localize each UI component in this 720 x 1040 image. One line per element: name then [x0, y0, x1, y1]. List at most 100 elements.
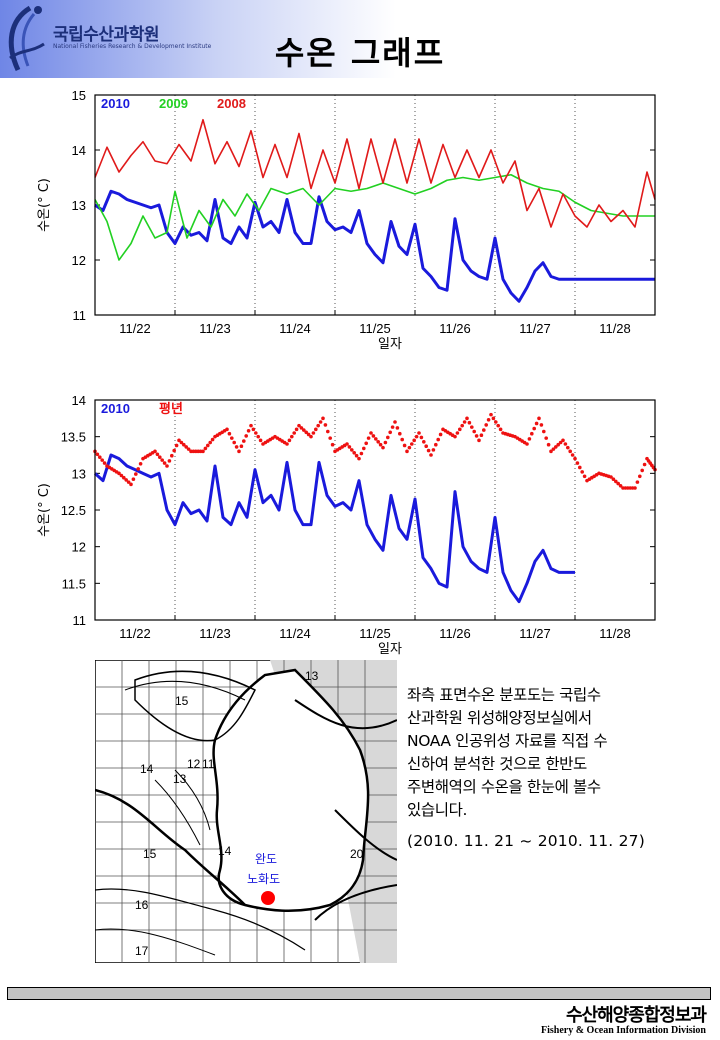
- data-point: [122, 475, 126, 480]
- data-point: [131, 477, 136, 481]
- data-point: [426, 448, 431, 453]
- description-line: 신하여 분석한 것으로 한반도: [407, 755, 587, 773]
- footer-bar: [7, 987, 711, 1000]
- contour-label: 17: [135, 944, 149, 958]
- series-line-2010: [93, 453, 575, 604]
- data-point: [407, 445, 412, 450]
- data-point: [184, 445, 188, 449]
- plot-frame: [94, 399, 656, 621]
- data-point: [455, 431, 460, 435]
- data-point: [297, 423, 301, 428]
- contour-label: 11: [202, 757, 215, 771]
- data-point: [400, 437, 405, 442]
- contour-label: 13: [305, 669, 319, 683]
- data-point: [328, 436, 333, 440]
- data-point: [95, 452, 100, 457]
- contour-label: 15: [143, 847, 157, 861]
- data-point: [376, 440, 381, 444]
- data-point: [414, 434, 419, 439]
- data-point: [294, 427, 299, 432]
- data-point: [129, 482, 133, 487]
- data-point: [429, 453, 433, 457]
- data-point: [436, 437, 441, 442]
- x-tick-label: 11/26: [439, 626, 471, 641]
- data-point: [244, 434, 248, 438]
- data-point: [642, 462, 647, 467]
- data-point: [578, 465, 582, 470]
- data-point: [182, 442, 186, 447]
- data-point: [383, 440, 388, 445]
- data-point: [640, 468, 644, 473]
- data-point: [256, 434, 261, 439]
- data-point: [330, 442, 335, 447]
- data-point: [474, 434, 479, 438]
- location-label-nohwado: 노화도: [247, 872, 280, 886]
- contour-label: 20: [350, 847, 364, 861]
- data-point: [174, 443, 179, 448]
- x-tick-label: 11/24: [279, 626, 311, 641]
- data-point: [292, 431, 297, 435]
- footer-division-english: Fishery & Ocean Information Division: [541, 1025, 706, 1036]
- data-point: [393, 420, 397, 424]
- data-point: [417, 431, 421, 435]
- data-point: [410, 442, 414, 446]
- description-line: 산과학원 위성해양정보실에서: [407, 709, 592, 727]
- plot-frame: [94, 94, 656, 316]
- data-point: [381, 445, 385, 450]
- data-point: [472, 429, 477, 434]
- institute-logo: [8, 5, 45, 72]
- y-tick-label: 11: [73, 308, 87, 323]
- series-line-2010: [94, 189, 655, 303]
- data-point: [364, 441, 369, 446]
- data-point: [390, 425, 395, 429]
- footer-division-korean: 수산해양종합정보과: [565, 1005, 707, 1026]
- data-point: [563, 442, 568, 446]
- data-point: [568, 449, 572, 454]
- data-point: [172, 448, 176, 453]
- peninsula-coast: [212, 668, 370, 913]
- series-line-2009: [94, 173, 655, 261]
- data-point: [354, 453, 359, 458]
- x-tick-label: 11/27: [519, 626, 551, 641]
- data-point: [491, 416, 496, 421]
- data-point: [359, 451, 364, 456]
- data-point: [422, 440, 426, 444]
- data-point: [374, 437, 378, 441]
- data-point: [366, 436, 371, 440]
- data-point: [371, 434, 376, 438]
- data-point: [225, 427, 229, 432]
- data-point: [460, 423, 465, 428]
- data-point: [580, 470, 584, 474]
- y-tick-label: 14: [72, 393, 86, 408]
- data-point: [546, 442, 551, 447]
- y-tick-label: 12: [72, 540, 86, 555]
- description-line: 주변해역의 수온을 한눈에 볼수: [407, 778, 601, 796]
- data-point: [239, 444, 244, 448]
- legend-entry: 평년: [159, 401, 183, 416]
- data-point: [347, 445, 352, 449]
- sst-distribution-map: 13 15 12 11 14 13 14 15 20 16 17 완도 노화도: [95, 660, 397, 963]
- y-tick-label: 14: [72, 143, 86, 158]
- data-point: [249, 423, 253, 428]
- data-point: [616, 481, 620, 486]
- data-point: [638, 474, 642, 479]
- data-point: [534, 421, 539, 426]
- data-point: [462, 420, 467, 424]
- description: 좌측 표면수온 분포도는 국립수 산과학원 위성해양정보실에서 NOAA 인공위…: [407, 684, 702, 853]
- y-tick-label: 13: [72, 198, 86, 213]
- data-point: [287, 438, 292, 443]
- data-point: [378, 442, 383, 447]
- data-point: [203, 446, 208, 451]
- data-point: [551, 447, 556, 451]
- data-point: [237, 449, 241, 454]
- data-point: [611, 477, 616, 481]
- data-point: [558, 440, 563, 445]
- y-axis-label: 수온(° C): [37, 178, 52, 232]
- series-1-points: [93, 412, 657, 490]
- x-tick-label: 11/28: [599, 626, 631, 641]
- data-point: [482, 428, 486, 432]
- x-tick-label: 11/25: [359, 626, 391, 641]
- data-point: [323, 423, 328, 427]
- x-tick-label: 11/23: [199, 626, 231, 641]
- data-point: [345, 442, 349, 446]
